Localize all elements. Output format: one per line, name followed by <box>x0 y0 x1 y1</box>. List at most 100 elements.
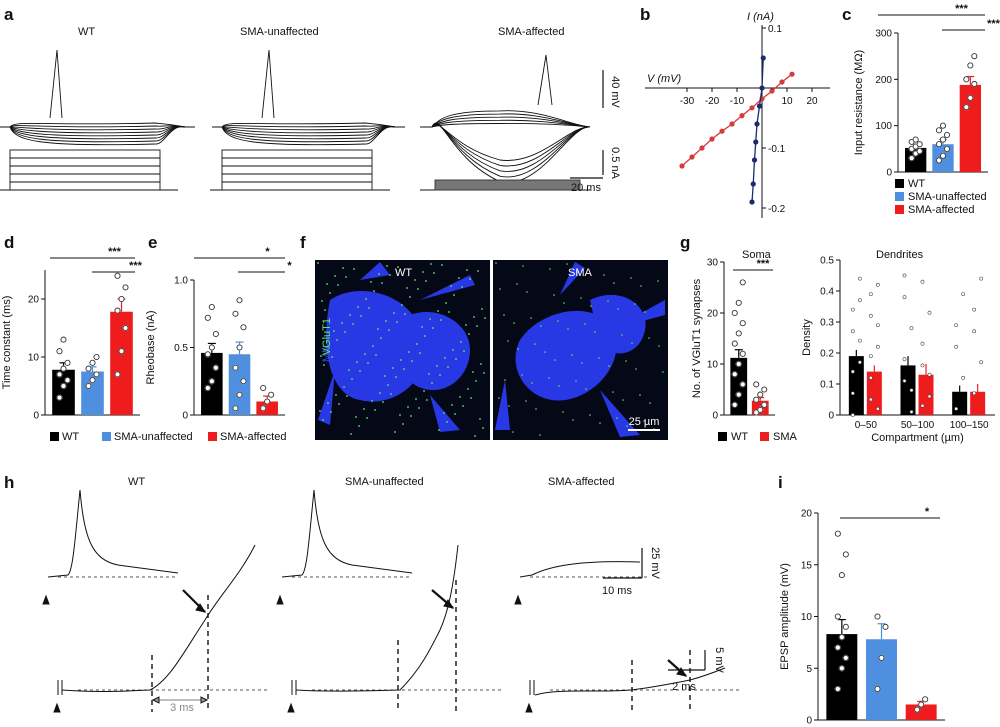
vglut1-punctum <box>343 386 345 388</box>
epsp-trace <box>61 544 256 692</box>
vglut1-punctum <box>377 328 379 330</box>
voltage-trace <box>212 126 405 137</box>
dendrite-density-chart: 0 0.1 0.2 0.3 0.4 0.5 Density 0–50 50–100 100–150… <box>801 256 995 444</box>
data-point-outline <box>64 359 71 366</box>
data-point <box>909 409 914 414</box>
vglut1-punctum <box>558 385 560 387</box>
data-point-outline <box>731 371 738 378</box>
motor-neuron-staining-wt <box>318 262 475 432</box>
data-point-outline <box>916 148 923 155</box>
voltage-trace <box>0 126 195 146</box>
vglut1-punctum <box>598 357 600 359</box>
micrograph-title-wt: WT <box>395 267 412 279</box>
voltage-trace <box>212 125 405 131</box>
data-point-outline <box>56 348 63 355</box>
data-point-outline <box>89 359 96 366</box>
data-point-outline <box>240 378 247 385</box>
data-point-outline <box>60 382 67 390</box>
y-tick-label: 0 <box>182 411 188 422</box>
voltage-trace <box>212 125 405 134</box>
data-point <box>875 406 880 411</box>
legend-label-affected: SMA-affected <box>220 431 286 443</box>
data-point-outline <box>208 344 215 351</box>
vglut1-punctum <box>436 365 438 367</box>
data-point <box>909 326 914 331</box>
vglut1-punctum <box>329 292 331 294</box>
vglut1-punctum <box>465 324 467 326</box>
significance-label: *** <box>987 18 1000 30</box>
y-tick-label: 0 <box>828 411 834 422</box>
vglut1-punctum <box>516 283 518 285</box>
scale-bars-a <box>570 70 604 179</box>
vglut1-punctum <box>470 397 472 399</box>
data-point-outline <box>935 141 943 148</box>
motor-neuron-staining-sma <box>495 262 665 437</box>
bar <box>81 371 104 415</box>
y-tick-label: 0.5 <box>820 256 834 267</box>
vglut1-punctum <box>428 373 430 375</box>
vglut1-punctum <box>522 265 524 267</box>
epsp-trace <box>534 667 726 696</box>
data-point-outline <box>914 706 921 713</box>
vglut1-punctum <box>562 411 564 413</box>
voltage-trace <box>420 123 591 178</box>
vglut1-punctum <box>382 401 384 403</box>
panel-h: h WT SMA-unaffected SMA-affected 25 mV 1… <box>4 473 740 714</box>
stimulus-arrowhead <box>53 702 61 713</box>
y-axis-label-b: I (nA) <box>747 11 774 23</box>
data-point-outline <box>753 396 760 403</box>
data-point-outline <box>236 344 243 351</box>
vglut1-punctum <box>333 330 335 332</box>
data-point <box>850 369 855 374</box>
data-point <box>902 273 907 278</box>
data-point <box>875 344 880 349</box>
vglut1-punctum <box>459 396 461 398</box>
vglut1-punctum <box>617 308 619 310</box>
legend-swatch-unaffected <box>895 192 904 201</box>
data-point-outline <box>735 360 742 368</box>
vglut1-punctum <box>567 328 569 330</box>
vglut1-punctum <box>368 307 370 309</box>
y-tick-label: 0.2 <box>820 349 834 360</box>
vglut1-punctum <box>338 403 340 405</box>
bar <box>952 391 968 415</box>
vglut1-punctum <box>475 380 477 382</box>
vglut1-punctum <box>443 412 445 414</box>
vglut1-punctum <box>469 278 471 280</box>
stimulus-arrowhead <box>276 594 284 605</box>
vglut1-puncta <box>317 262 664 437</box>
vglut1-punctum <box>480 363 482 365</box>
vglut1-punctum <box>626 425 628 427</box>
data-point <box>868 397 873 402</box>
y-tick-label: 10 <box>28 353 40 364</box>
data-point <box>754 121 760 127</box>
vglut1-punctum <box>589 414 591 416</box>
vglut1-punctum <box>366 417 368 419</box>
vglut1-punctum <box>448 311 450 313</box>
y-tick-label: 0 <box>886 168 892 179</box>
vglut1-punctum <box>631 342 633 344</box>
data-point-outline <box>922 696 929 703</box>
vglut1-punctum <box>451 404 453 406</box>
vglut1-punctum <box>613 282 615 284</box>
data-point-outline <box>834 644 841 651</box>
bar <box>848 356 864 415</box>
vglut1-punctum <box>399 414 401 416</box>
vglut1-punctum <box>454 413 456 415</box>
vglut1-punctum <box>390 393 392 395</box>
vglut1-punctum <box>403 368 405 370</box>
vglut1-punctum <box>344 331 346 333</box>
data-point-outline <box>757 406 764 413</box>
scale-label-f: 25 µm <box>629 416 660 428</box>
significance-label: *** <box>955 3 969 15</box>
data-point-outline <box>918 701 925 708</box>
y-tick-label: 10 <box>801 612 813 623</box>
panel-e-letter: e <box>148 233 157 252</box>
vglut1-punctum <box>517 348 519 350</box>
vglut1-punctum <box>649 402 651 404</box>
data-point-outline <box>232 405 239 412</box>
stimulus-arrowhead <box>514 594 522 605</box>
vglut1-punctum <box>452 349 454 351</box>
y-tick-label: 20 <box>801 509 813 520</box>
